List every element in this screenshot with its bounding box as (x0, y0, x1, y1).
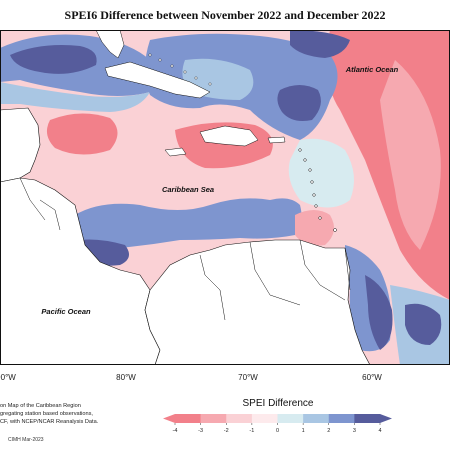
legend-tick-label: -1 (249, 428, 254, 434)
landmass-puerto-rico (267, 136, 286, 144)
legend-swatch (328, 414, 355, 423)
lesser-antilles-islands (298, 148, 337, 232)
legend-ticks: -4 -3 -2 -1 0 1 2 3 4 (173, 423, 382, 434)
landmass-florida (95, 30, 125, 59)
atlantic-mid-zone (380, 60, 441, 250)
legend-tick-label: 1 (302, 428, 305, 434)
legend-tick-label: -4 (173, 428, 178, 434)
antilles-transition-zone (288, 138, 354, 208)
credits-line-3: CF, with NCEP/NCAR Reanalysis Data. (0, 419, 99, 425)
credits-text: on Map of the Caribbean Region gregating… (0, 402, 98, 426)
venezuela-red-blob (295, 210, 334, 246)
atlantic-ocean-label: Atlantic Ocean (345, 65, 399, 74)
colorbar-legend: -4 -3 -2 -1 0 1 2 3 4 (163, 414, 392, 434)
legend-arrow-high (380, 414, 392, 423)
longitude-label-90w: 90°W (0, 373, 16, 382)
legend-tick-label: 2 (327, 428, 330, 434)
legend-tick-label: -3 (198, 428, 203, 434)
credits-line-1: on Map of the Caribbean Region (0, 403, 81, 409)
guiana-east-dark (405, 303, 442, 345)
southern-blue-band (73, 198, 302, 251)
longitude-label-60w: 60°W (362, 373, 382, 382)
bahamas-islands (148, 53, 212, 86)
map-title: SPEI6 Difference between November 2022 a… (64, 8, 386, 22)
legend-arrow-low (163, 414, 175, 423)
legend-tick-label: 3 (353, 428, 356, 434)
legend-swatch (251, 414, 278, 423)
longitude-label-80w: 80°W (116, 373, 136, 382)
legend-swatch (303, 414, 330, 423)
legend-tick-label: 0 (276, 428, 279, 434)
spei-difference-map: Atlantic Ocean Caribbean Sea Pacific Oce… (0, 30, 450, 365)
longitude-label-70w: 70°W (238, 373, 258, 382)
legend-swatch (354, 414, 381, 423)
footer-credit: CIMH Mar-2023 (8, 437, 44, 443)
legend-swatch (226, 414, 253, 423)
landmass-cuba (104, 61, 211, 99)
bahamas-dark-zone (277, 85, 321, 121)
gulf-red-blob (46, 113, 118, 155)
legend-title: SPEI Difference (242, 398, 314, 409)
gulf-pale-zone (0, 82, 150, 112)
country-borders (19, 177, 351, 321)
landmass-hispaniola (199, 125, 259, 147)
legend-swatch (175, 414, 201, 423)
landmass-jamaica (164, 147, 187, 157)
legend-tick-label: 4 (378, 428, 381, 434)
gulf-dark-zone (10, 45, 97, 74)
legend-tick-label: -2 (224, 428, 229, 434)
legend-swatch (200, 414, 227, 423)
guiana-dark-zone (365, 275, 393, 350)
landmass-south-america (144, 239, 371, 365)
caribbean-sea-label: Caribbean Sea (162, 185, 214, 194)
legend-swatch (277, 414, 304, 423)
pacific-ocean-label: Pacific Ocean (41, 307, 91, 316)
legend-swatches (163, 414, 392, 423)
north-dark-zone (290, 30, 350, 58)
credits-line-2: gregating station based observations, (0, 411, 93, 417)
